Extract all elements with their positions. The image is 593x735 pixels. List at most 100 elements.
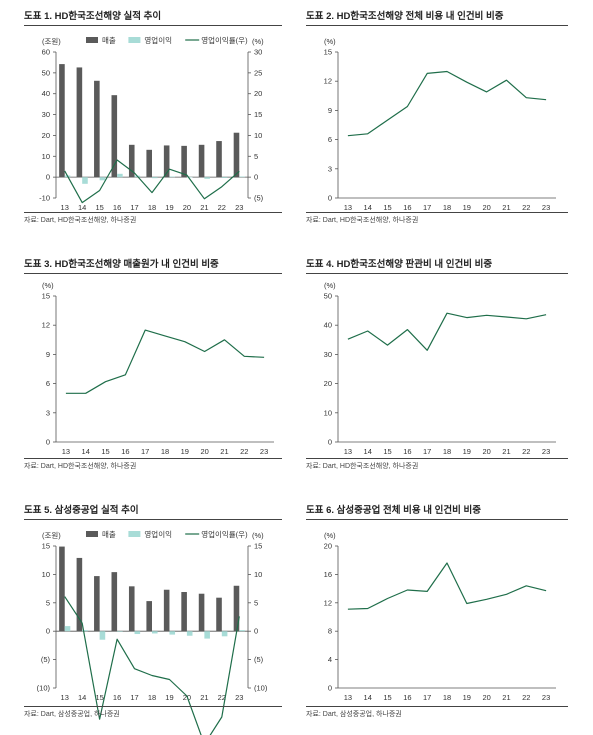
bar-op-profit: [204, 631, 210, 639]
source-rule: [24, 458, 282, 459]
bar-sales: [216, 597, 222, 632]
bar-op-profit: [204, 177, 210, 179]
y-tick-label-right: 0: [254, 173, 258, 182]
chart-source: 자료: Dart, HD한국조선해양, 하나증권: [24, 463, 137, 470]
y-tick-label: 50: [42, 68, 50, 77]
x-tick-label: 19: [463, 693, 471, 702]
source-rule: [306, 458, 568, 459]
bar-op-profit: [221, 177, 228, 178]
y-tick-label: 12: [42, 321, 50, 330]
bar-sales: [76, 557, 83, 632]
y-tick-label: 10: [42, 570, 50, 579]
y-tick-label: 15: [42, 542, 50, 551]
bar-op-profit: [169, 176, 176, 178]
bar-op-profit: [239, 630, 245, 632]
source-rule: [306, 706, 568, 707]
y-tick-label-right: (5): [254, 655, 264, 664]
y-unit-left: (%): [42, 281, 54, 290]
x-tick-label: 15: [383, 693, 391, 702]
x-tick-label: 21: [502, 447, 510, 456]
legend-swatch: [128, 531, 141, 537]
y-tick-label-right: 20: [254, 89, 262, 98]
legend-label: 영업이익: [144, 35, 172, 45]
bar-sales: [128, 586, 135, 632]
x-tick-label: 16: [121, 447, 129, 456]
y-tick-label-right: 5: [254, 152, 258, 161]
x-tick-label: 20: [200, 447, 208, 456]
title-rule: [306, 519, 568, 520]
x-tick-label: 21: [502, 203, 510, 212]
bar-sales: [198, 144, 205, 178]
bar-sales: [198, 593, 205, 632]
bar-sales: [146, 149, 152, 178]
y-tick-label-right: 10: [254, 131, 262, 140]
x-tick-label: 14: [82, 447, 90, 456]
x-tick-label: 16: [113, 693, 121, 702]
bar-sales: [94, 80, 100, 178]
chart-svg: 15 10 5 0 (5) (10) 15 10 5 0 (5) (10) (조원) (%) 13 14 15 1…: [37, 529, 268, 735]
y-tick-label: 6: [46, 379, 50, 388]
x-tick-label: 18: [443, 203, 451, 212]
chart-source: 자료: Dart, HD한국조선해양, 하나증권: [306, 463, 419, 470]
x-tick-label: 17: [423, 203, 431, 212]
y-tick-label-right: (5): [254, 194, 264, 203]
x-tick-label: 13: [344, 693, 352, 702]
chart-panel-6: 도표 6. 삼성중공업 전체 비용 내 인건비 비중 20 16 12 8 4 0 (%) 1…: [306, 502, 568, 730]
bar-op-profit: [99, 631, 106, 640]
x-tick-label: 21: [200, 203, 208, 212]
x-tick-label: 19: [463, 447, 471, 456]
y-unit-right: (%): [252, 531, 264, 540]
chart-panel-2: 도표 2. HD한국조선해양 전체 비용 내 인건비 비중 15 12 9 6 3 0 (%…: [306, 8, 568, 230]
x-tick-label: 18: [443, 447, 451, 456]
y-tick-label: 10: [42, 152, 50, 161]
x-tick-label: 23: [260, 447, 268, 456]
chart-source: 자료: Dart, HD한국조선해양, 하나증권: [24, 217, 137, 224]
bar-op-profit: [186, 176, 193, 178]
bar-sales: [163, 589, 170, 632]
legend-swatch: [128, 37, 141, 43]
x-tick-label: 13: [344, 203, 352, 212]
y-tick-label: 16: [324, 570, 332, 579]
y-unit-left: (조원): [42, 37, 61, 46]
bar-sales: [181, 145, 187, 178]
y-tick-label: 6: [328, 135, 332, 144]
chart-source: 자료: Dart, 삼성중공업, 하나증권: [24, 711, 120, 718]
y-tick-label-right: 10: [254, 570, 262, 579]
bar-op-profit: [99, 177, 106, 181]
bar-sales: [216, 141, 222, 178]
x-tick-label: 21: [200, 693, 208, 702]
y-unit-left: (%): [324, 281, 336, 290]
bar-op-profit: [152, 177, 158, 179]
bar-op-profit: [169, 631, 176, 635]
x-tick-label: 13: [61, 693, 69, 702]
x-tick-label: 22: [218, 203, 226, 212]
y-tick-label-right: 0: [254, 627, 258, 636]
y-tick-label: 20: [324, 542, 332, 551]
chart-panel-5: 도표 5. 삼성중공업 실적 추이 15 10 5 0 (5) (10) 15 10 5 0 (5)…: [24, 502, 282, 735]
x-tick-label: 19: [463, 203, 471, 212]
source-rule: [306, 212, 568, 213]
title-rule: [24, 25, 282, 26]
x-tick-label: 22: [522, 203, 530, 212]
bar-op-profit: [117, 173, 123, 178]
y-tick-label-right: (10): [254, 684, 268, 693]
y-tick-label-right: 25: [254, 68, 262, 77]
chart-title: 도표 3. HD한국조선해양 매출원가 내 인건비 비중: [24, 259, 219, 270]
bar-op-profit: [82, 630, 88, 632]
bar-op-profit: [221, 631, 228, 637]
bar-sales: [233, 585, 240, 632]
x-tick-label: 18: [148, 693, 156, 702]
x-tick-label: 15: [383, 203, 391, 212]
bar-op-profit: [82, 177, 88, 184]
x-tick-label: 16: [113, 203, 121, 212]
x-tick-label: 22: [218, 693, 226, 702]
bar-sales: [128, 144, 135, 178]
y-tick-label-right: 5: [254, 598, 258, 607]
bar-sales: [181, 592, 187, 632]
x-tick-label: 17: [130, 693, 138, 702]
chart-panel-4: 도표 4. HD한국조선해양 판관비 내 인건비 비중 50 40 30 20 10 0 (…: [306, 256, 568, 478]
y-unit-right: (%): [252, 37, 264, 46]
y-tick-label-right: 15: [254, 542, 262, 551]
y-tick-label: 15: [42, 292, 50, 301]
bar-op-profit: [152, 631, 158, 634]
